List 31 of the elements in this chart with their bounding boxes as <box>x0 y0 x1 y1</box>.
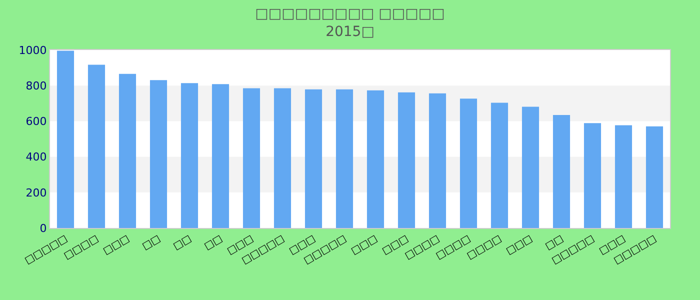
x-tick-label: □□ <box>202 233 224 252</box>
bar <box>614 125 632 228</box>
y-tick-label: 400 <box>26 150 47 164</box>
bar <box>304 89 322 228</box>
bar <box>646 126 664 228</box>
bar <box>460 98 478 228</box>
bar <box>366 90 384 228</box>
bar <box>118 74 136 228</box>
bar <box>274 88 292 228</box>
chart-subtitle: 2015□ <box>326 24 374 40</box>
bar <box>336 89 354 228</box>
bar <box>398 92 416 228</box>
bar <box>552 114 570 228</box>
y-tick-label: 1000 <box>18 44 47 57</box>
bar <box>584 123 602 228</box>
bar <box>522 106 540 228</box>
x-tick-label: □□ <box>140 233 162 252</box>
bar <box>212 84 230 228</box>
bar <box>428 93 446 228</box>
chart-title: □□□□□□□□□ □□□□□ <box>255 6 445 22</box>
bar <box>88 64 106 228</box>
bar <box>56 50 74 228</box>
x-tick-label: □□ <box>172 233 194 252</box>
y-tick-label: 200 <box>26 186 47 200</box>
bar <box>150 80 168 228</box>
bar <box>180 83 198 228</box>
y-tick-label: 0 <box>40 222 47 235</box>
y-tick-label: 800 <box>26 79 47 92</box>
y-tick-label: 600 <box>26 115 47 128</box>
bar <box>242 88 260 228</box>
bar <box>490 102 508 228</box>
